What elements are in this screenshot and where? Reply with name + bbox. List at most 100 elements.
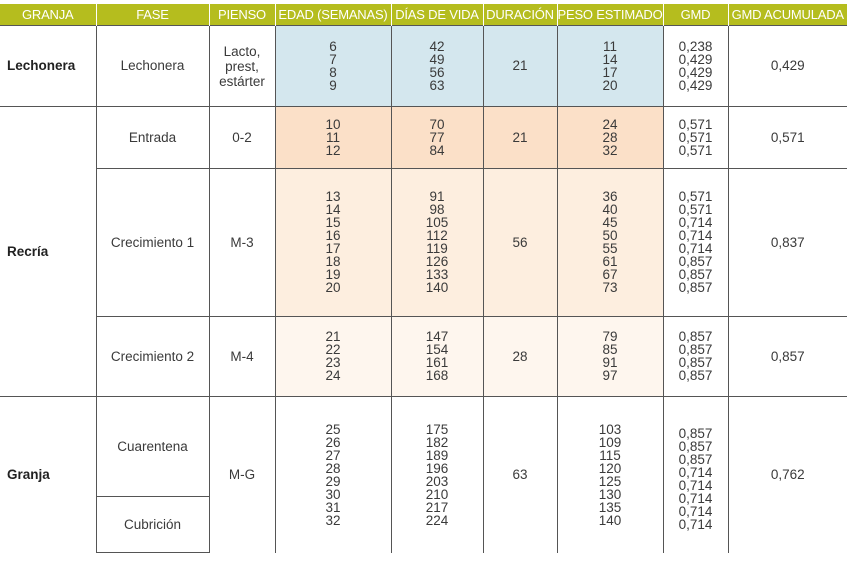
list-value: 133 (425, 267, 449, 283)
gmd-list: 0,571 0,571 0,714 0,714 0,714 0,857 0,857 0,857 (678, 189, 713, 295)
fase-cuarentena: Cuarentena (95, 396, 209, 497)
peso-list: 11 14 17 20 (602, 40, 618, 93)
header-row: GRANJA FASE PIENSO EDAD (SEMANAS) DÍAS D… (0, 4, 847, 26)
gmd-acum-lechonera: 0,429 (727, 25, 847, 107)
edad-list: 13 14 15 16 17 18 19 20 (325, 190, 341, 295)
list-value: 0,238 (678, 38, 713, 54)
dias-crecimiento2: 147 154 161 168 (390, 316, 483, 397)
list-value: 0,571 (678, 202, 713, 218)
list-value: 91 (429, 189, 445, 205)
list-value: 15 (325, 215, 341, 231)
list-value: 168 (425, 368, 449, 384)
list-value: 17 (602, 64, 618, 80)
list-value: 210 (425, 486, 449, 502)
list-value: 6 (329, 38, 337, 54)
row-entrada: Recría Entrada 0-2 10 11 12 70 77 84 21 24 28… (0, 106, 847, 397)
edad-crecimiento1: 13 14 15 16 17 18 19 20 (274, 168, 391, 317)
list-value: 0,571 (678, 116, 713, 132)
list-value: 45 (602, 215, 618, 231)
list-value: 98 (429, 202, 445, 218)
list-value: 0,857 (678, 425, 713, 441)
list-value: 36 (602, 189, 618, 205)
edad-list: 10 11 12 (325, 116, 341, 158)
header-duracion: DURACIÓN (482, 4, 557, 26)
list-value: 0,571 (678, 142, 713, 158)
list-value: 84 (429, 142, 445, 158)
list-value: 0,714 (678, 241, 713, 257)
list-value: 27 (325, 447, 341, 463)
gmd-granja: 0,857 0,857 0,857 0,714 0,714 0,714 0,714 0,714 (662, 396, 728, 553)
peso-crecimiento2: 79 85 91 97 (556, 316, 663, 397)
granja-granja: Granja (0, 396, 96, 553)
list-value: 105 (425, 215, 449, 231)
dias-list: 91 98 105 112 119 126 133 140 (425, 189, 449, 295)
pienso-crecimiento2: M-4 (208, 316, 275, 397)
duracion-granja: 63 (482, 396, 557, 553)
list-value: 49 (429, 51, 445, 67)
dias-entrada: 70 77 84 (390, 106, 483, 169)
list-value: 97 (602, 368, 618, 384)
header-granja: GRANJA (0, 4, 96, 26)
header-dias: DÍAS DE VIDA (390, 4, 483, 26)
list-value: 203 (425, 473, 449, 489)
header-pienso: PIENSO (208, 4, 275, 26)
edad-list: 25 26 27 28 29 30 31 32 (325, 422, 341, 527)
list-value: 175 (425, 421, 449, 437)
list-value: 12 (325, 142, 341, 158)
list-value: 23 (325, 355, 341, 371)
gmd-entrada: 0,571 0,571 0,571 (662, 106, 728, 169)
list-value: 7 (329, 51, 337, 67)
list-value: 0,714 (678, 215, 713, 231)
peso-list: 103 109 115 120 125 130 135 140 (598, 422, 622, 527)
duracion-lechonera: 21 (482, 25, 557, 107)
gmd-acum-crecimiento1: 0,837 (727, 168, 847, 317)
list-value: 14 (325, 202, 341, 218)
edad-list: 21 22 23 24 (325, 330, 341, 383)
list-value: 135 (598, 499, 622, 515)
list-value: 217 (425, 499, 449, 515)
fase-crecimiento2: Crecimiento 2 (95, 316, 209, 397)
list-value: 125 (598, 473, 622, 489)
gmd-acum-entrada: 0,571 (727, 106, 847, 169)
header-gmd-acumulada: GMD ACUMULADA (727, 4, 847, 26)
list-value: 120 (598, 460, 622, 476)
duracion-crecimiento1: 56 (482, 168, 557, 317)
list-value: 11 (325, 129, 340, 145)
gmd-acum-granja: 0,762 (727, 396, 847, 553)
list-value: 0,714 (678, 228, 713, 244)
gmd-acum-crecimiento2: 0,857 (727, 316, 847, 397)
row-lechonera: Lechonera Lechonera Lacto, prest, estárt… (0, 25, 847, 107)
list-value: 67 (602, 267, 618, 283)
growth-table: GRANJA FASE PIENSO EDAD (SEMANAS) DÍAS D… (0, 4, 847, 553)
row-crecimiento1: Crecimiento 1 M-3 13 14 15 16 17 18 19 20 91 98 1… (0, 168, 847, 317)
list-value: 0,571 (678, 189, 713, 205)
fase-crecimiento1: Crecimiento 1 (95, 168, 209, 317)
peso-crecimiento1: 36 40 45 50 55 61 67 73 (556, 168, 663, 317)
peso-list: 79 85 91 97 (602, 330, 618, 384)
list-value: 26 (325, 434, 341, 450)
list-value: 30 (325, 486, 341, 502)
list-value: 182 (425, 434, 449, 450)
dias-list: 147 154 161 168 (425, 330, 449, 384)
list-value: 112 (426, 228, 448, 244)
list-value: 0,714 (678, 516, 713, 532)
list-value: 55 (602, 241, 618, 257)
dias-crecimiento1: 91 98 105 112 119 126 133 140 (390, 168, 483, 317)
pienso-crecimiento1: M-3 (208, 168, 275, 317)
list-value: 0,429 (678, 77, 713, 93)
list-value: 109 (598, 434, 622, 450)
edad-crecimiento2: 21 22 23 24 (274, 316, 391, 397)
duracion-crecimiento2: 28 (482, 316, 557, 397)
list-value: 63 (429, 77, 445, 93)
list-value: 154 (425, 342, 449, 358)
list-value: 0,571 (678, 129, 713, 145)
list-value: 61 (602, 254, 618, 270)
granja-recria: Recría (0, 106, 96, 397)
list-value: 28 (325, 460, 341, 476)
pienso-lechonera: Lacto, prest, estárter (208, 25, 275, 107)
list-value: 91 (602, 355, 618, 371)
list-value: 10 (325, 116, 341, 132)
list-value: 0,857 (678, 267, 713, 283)
header-gmd: GMD (662, 4, 728, 26)
